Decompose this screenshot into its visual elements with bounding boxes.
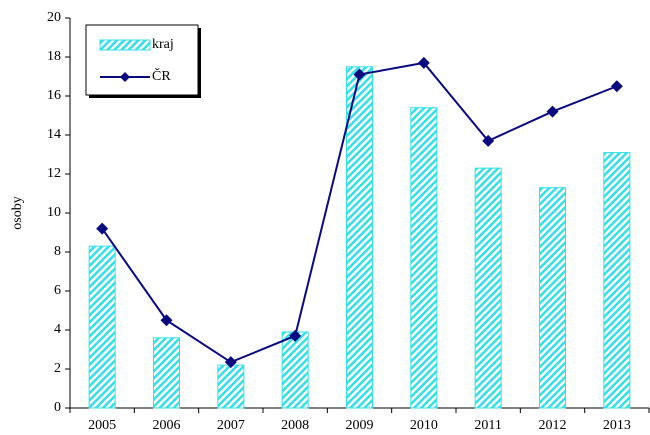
x-tick-label: 2005 [88, 418, 116, 433]
bar [88, 245, 116, 409]
y-axis-label: osoby [10, 196, 25, 229]
marker [96, 222, 109, 235]
marker [482, 134, 495, 147]
y-tick-label: 20 [47, 10, 61, 25]
y-tick-label: 18 [47, 49, 61, 64]
y-tick-label: 0 [54, 400, 61, 415]
x-tick-label: 2010 [410, 418, 438, 433]
marker [417, 56, 430, 69]
x-tick-label: 2008 [281, 418, 309, 433]
marker [546, 105, 559, 118]
marker [224, 356, 237, 369]
marker [610, 80, 623, 93]
legend-label: kraj [152, 37, 174, 52]
legend [85, 24, 199, 96]
bar [217, 364, 245, 409]
bar [410, 107, 438, 409]
y-tick-label: 2 [54, 361, 61, 376]
legend-label: ČR [152, 67, 171, 84]
bar [281, 331, 309, 409]
bar [539, 187, 566, 409]
x-tick-label: 2013 [603, 418, 631, 433]
bar [153, 337, 180, 409]
y-tick-label: 6 [54, 283, 61, 298]
bar [603, 152, 631, 409]
legend-swatch [99, 39, 151, 51]
y-tick-label: 12 [47, 166, 61, 181]
x-tick-label: 2012 [539, 418, 567, 433]
bar [346, 66, 373, 409]
x-tick-label: 2011 [474, 418, 501, 433]
x-tick-label: 2006 [153, 418, 181, 433]
marker [289, 329, 302, 342]
bar [474, 167, 502, 409]
marker [353, 68, 366, 81]
y-tick-label: 10 [47, 205, 61, 220]
x-tick-label: 2007 [217, 418, 245, 433]
y-tick-label: 14 [47, 127, 61, 142]
y-tick-label: 4 [54, 322, 61, 337]
y-tick-label: 8 [54, 244, 61, 259]
marker [160, 314, 173, 327]
y-tick-label: 16 [47, 88, 61, 103]
x-tick-label: 2009 [346, 418, 374, 433]
legend-marker [120, 72, 130, 82]
